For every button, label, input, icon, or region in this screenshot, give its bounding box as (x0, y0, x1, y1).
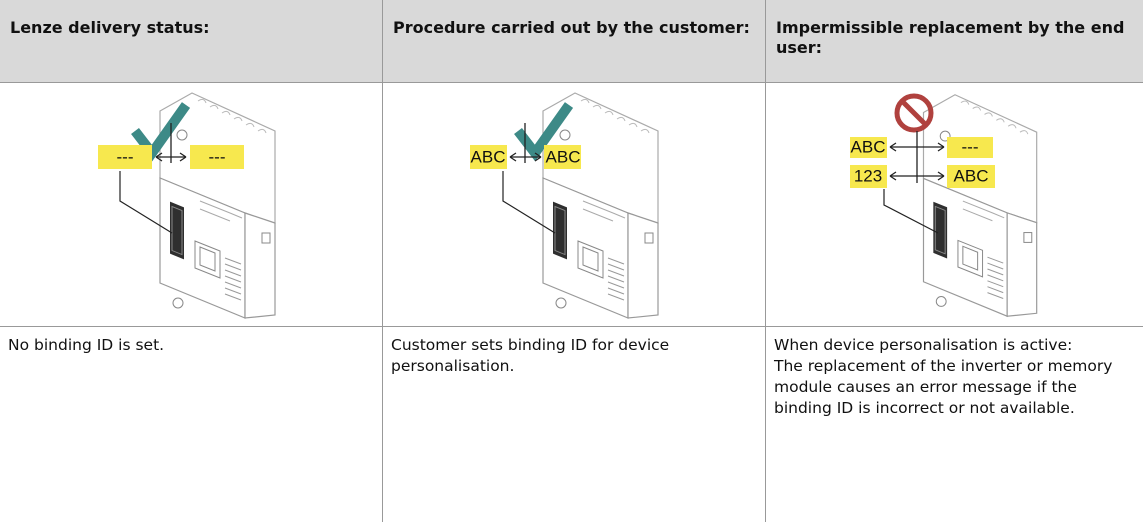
device-illustration: ABC ABC (470, 83, 766, 327)
paragraph: No binding ID is set. (8, 336, 165, 354)
id-label: ABC (954, 166, 989, 185)
header-cell: Procedure carried out by the customer: (383, 0, 766, 83)
id-label: --- (209, 147, 226, 166)
paragraph: Customer sets binding ID for device pers… (391, 336, 670, 375)
figure-cell: ABC ABC (383, 83, 766, 327)
paragraph: The replacement of the inverter or memor… (774, 357, 1113, 417)
id-label: ABC (471, 147, 506, 166)
device-illustration: ABC --- 123 ABC (850, 93, 1143, 327)
id-label: ABC (546, 147, 581, 166)
header-cell: Impermissible replacement by the end use… (766, 0, 1143, 83)
device-illustration: --- --- (98, 83, 383, 327)
id-label: ABC (851, 137, 886, 156)
figure-cell: --- --- (0, 83, 383, 327)
paragraph: When device personalisation is active: (774, 336, 1073, 354)
id-label: 123 (854, 166, 882, 185)
id-label: --- (962, 137, 979, 156)
description-cell: No binding ID is set. (0, 327, 383, 522)
id-label: --- (117, 147, 134, 166)
description-cell: Customer sets binding ID for device pers… (383, 327, 766, 522)
description-cell: When device personalisation is active: T… (766, 327, 1143, 522)
figure-cell: ABC --- 123 ABC (766, 83, 1143, 327)
header-cell: Lenze delivery status: (0, 0, 383, 83)
